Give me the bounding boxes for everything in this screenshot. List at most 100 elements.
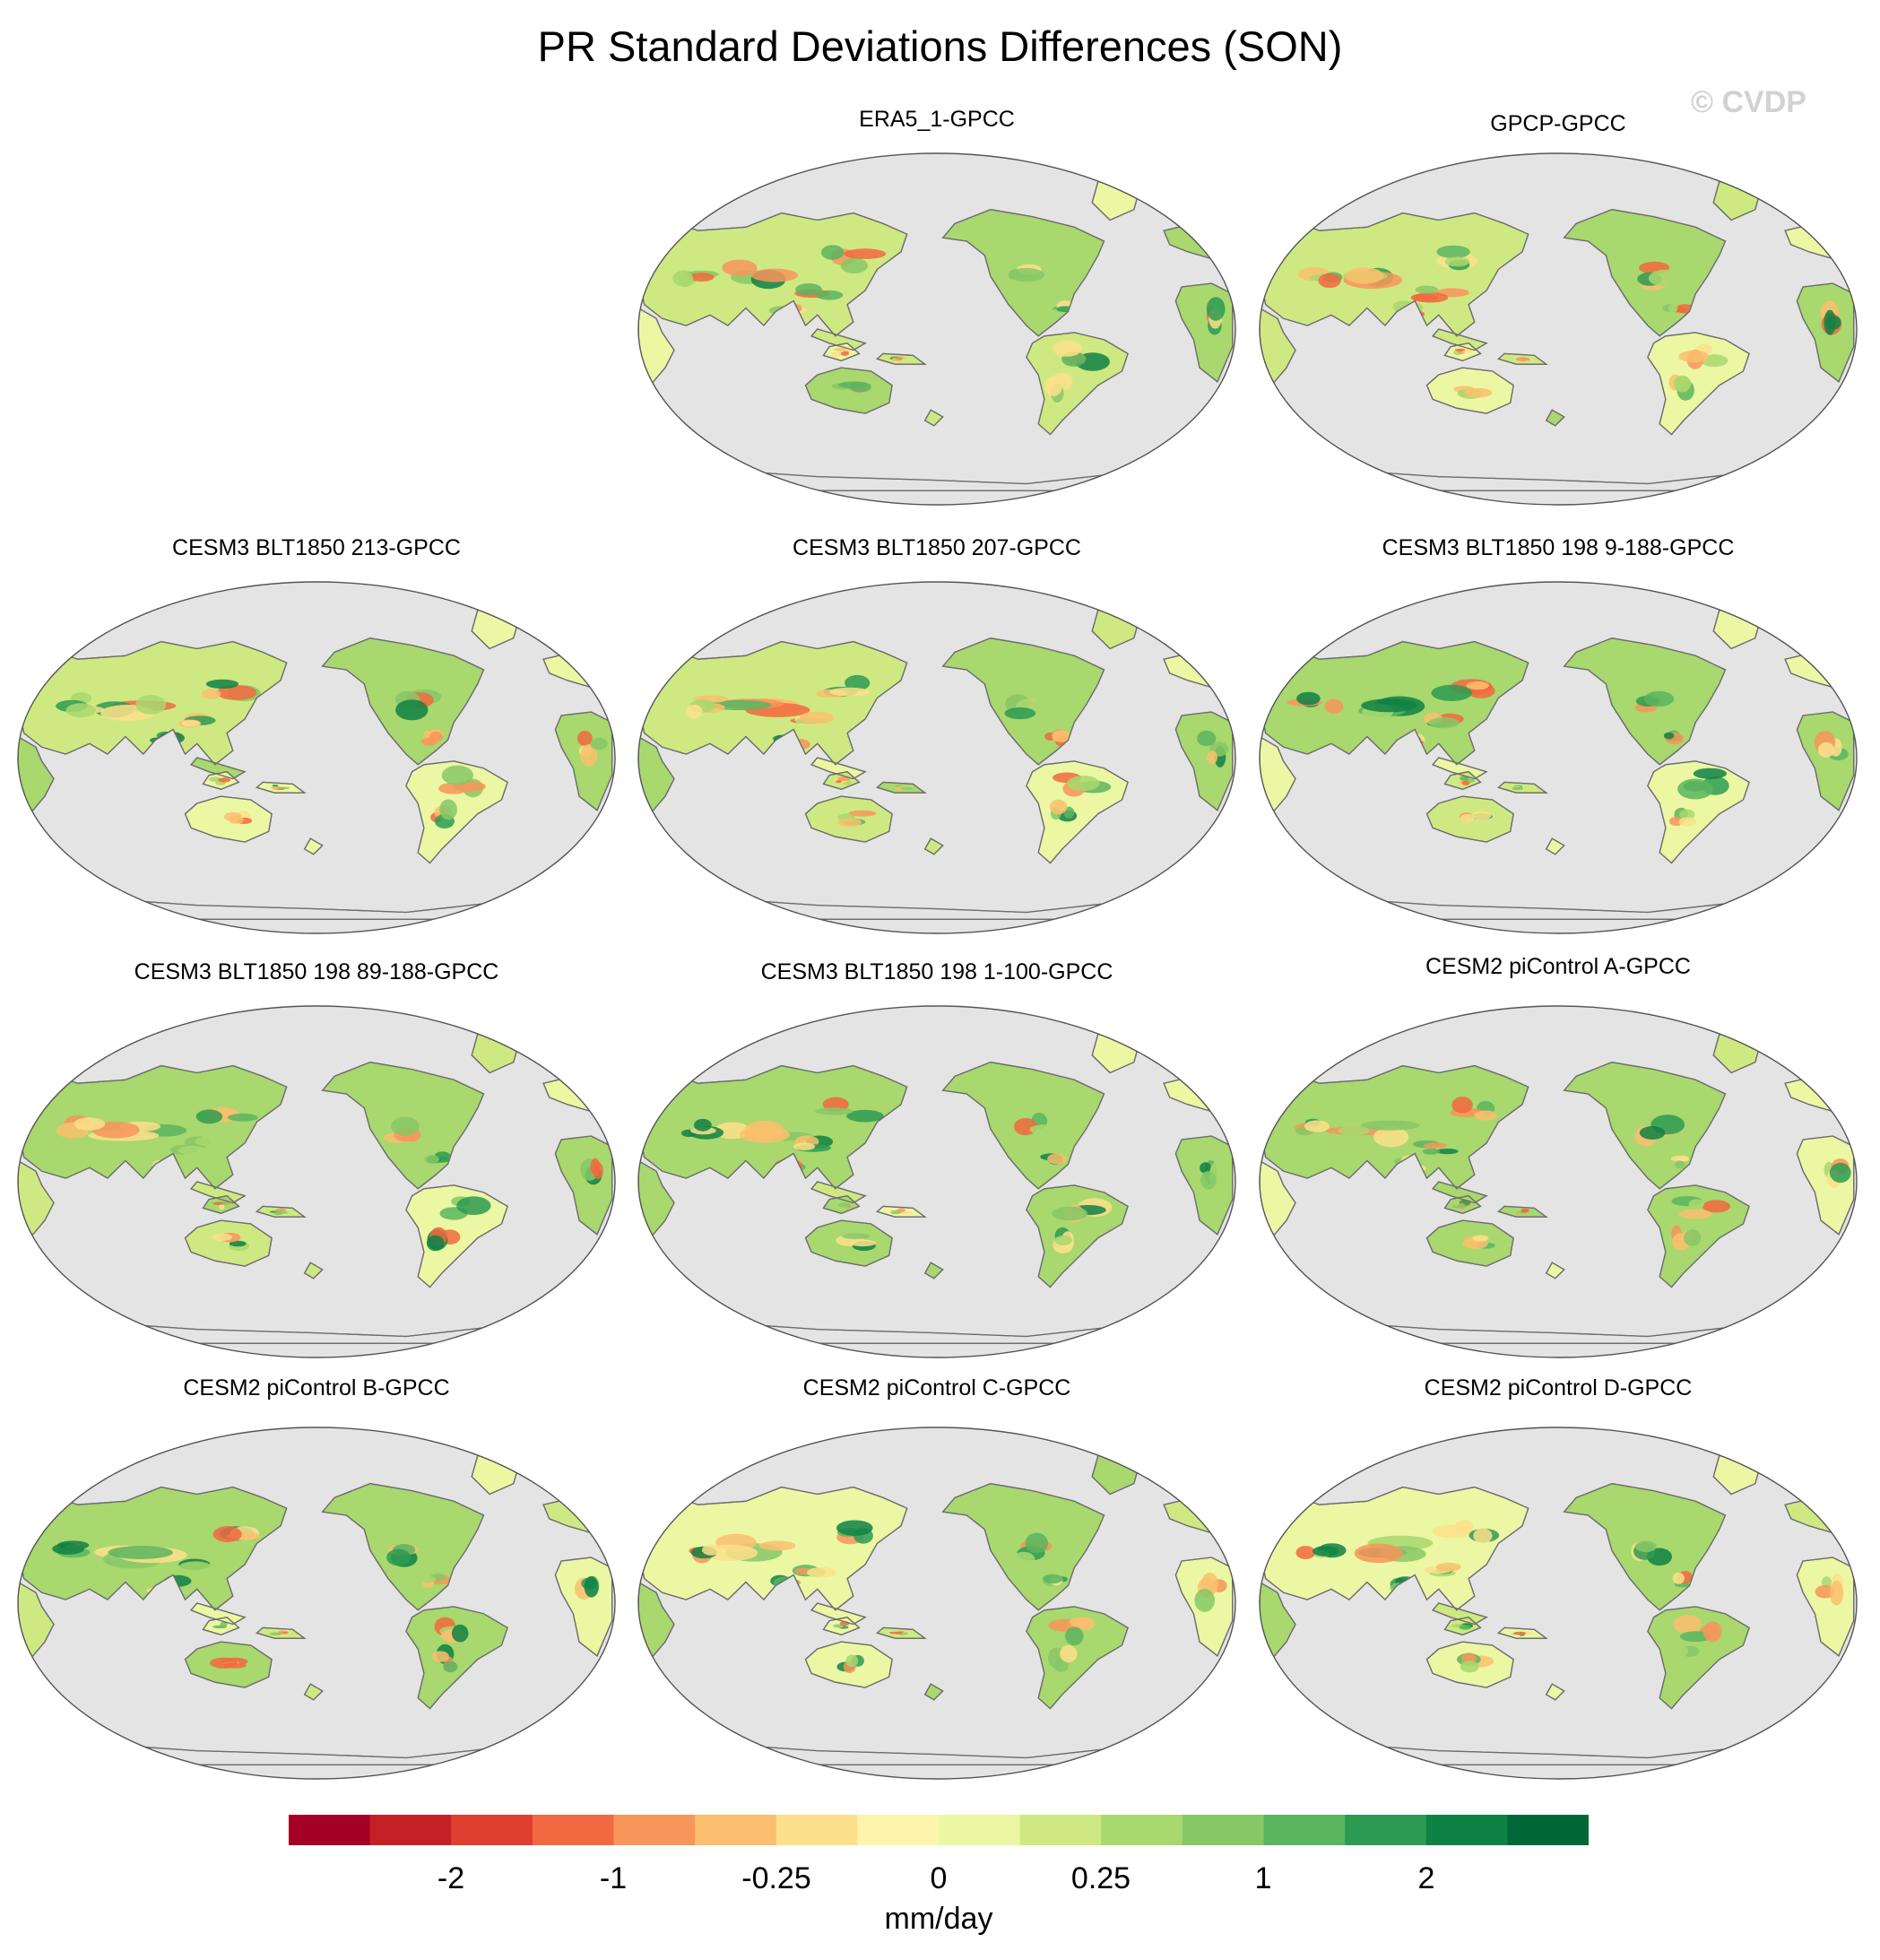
anomaly-patch (1676, 1155, 1689, 1161)
ocean-background (18, 582, 615, 933)
anomaly-patch (424, 1155, 439, 1164)
anomaly-patch (1474, 1110, 1497, 1121)
coastline (1796, 1557, 1855, 1657)
coastline (1425, 1219, 1514, 1267)
world-map (637, 152, 1236, 506)
anomaly-patch (1428, 717, 1460, 729)
world-map (1259, 581, 1858, 934)
coastline (941, 1062, 1105, 1190)
anomaly-patch (201, 689, 221, 699)
colorbar-tick-label: 2 (1417, 1861, 1435, 1895)
coastline (804, 1219, 893, 1267)
map-panel: CESM3 BLT1850 198 1-100-GPCC (628, 953, 1246, 1366)
anomaly-patch (438, 782, 469, 794)
coastline (876, 1626, 927, 1639)
coastline (923, 837, 944, 855)
ocean-background (18, 1006, 615, 1357)
coastline (941, 637, 1105, 766)
anomaly-patch (223, 811, 242, 821)
coastline (18, 1468, 288, 1611)
anomaly-patch (216, 685, 257, 700)
anomaly-patch (744, 1120, 784, 1140)
colorbar-tick-label: -2 (437, 1861, 465, 1895)
anomaly-patch (1643, 690, 1675, 707)
anomaly-patch (276, 786, 290, 789)
anomaly-patch (178, 1145, 206, 1156)
coastline (1432, 1602, 1488, 1626)
colorbar-swatch (451, 1815, 533, 1845)
map-panel: CESM3 BLT1850 198 89-188-GPCC (7, 953, 626, 1366)
anomaly-patch (1830, 1580, 1844, 1606)
anomaly-patch (1304, 1120, 1330, 1132)
coastline (1174, 711, 1234, 811)
anomaly-patch (1047, 1153, 1067, 1165)
coastline (1432, 757, 1488, 780)
anomaly-patch (815, 1107, 853, 1115)
coastline (202, 1195, 240, 1214)
anomaly-patch (1460, 813, 1475, 822)
anomaly-patch (1464, 387, 1493, 398)
coastline (190, 1602, 247, 1626)
anomaly-patch (837, 776, 851, 782)
anomaly-patch (429, 732, 443, 742)
anomaly-patch (829, 687, 870, 697)
colorbar-swatch (775, 1815, 858, 1845)
anomaly-patch (1324, 698, 1344, 714)
anomaly-patch (837, 818, 862, 828)
anomaly-patch (1009, 267, 1044, 282)
coastline (1026, 760, 1129, 864)
colorbar-swatch (1101, 1815, 1183, 1845)
colorbar-swatch (1507, 1815, 1589, 1845)
anomaly-patch (1361, 698, 1417, 713)
panel-title: GPCP-GPCC (1490, 111, 1626, 136)
coastline (923, 409, 944, 427)
coastline (1647, 760, 1750, 864)
anomaly-patch (1663, 732, 1675, 740)
colorbar-tick-label: 0 (930, 1861, 948, 1895)
colorbar-swatch (1345, 1815, 1427, 1845)
world-map (17, 1005, 616, 1358)
coastline (822, 771, 861, 790)
coastline (804, 367, 893, 414)
coastline (1026, 1606, 1129, 1710)
coastline (1443, 1195, 1482, 1214)
ocean-background (638, 1427, 1235, 1779)
map-border (1259, 1005, 1858, 1358)
anomaly-patch (1460, 1661, 1479, 1673)
anomaly-patch (273, 1211, 284, 1216)
coastline (876, 352, 927, 365)
panel-title: CESM2 piControl B-GPCC (183, 1375, 450, 1401)
coastline (1497, 352, 1548, 365)
colorbar-tick-label: 0.25 (1070, 1861, 1131, 1895)
anomaly-patch (1313, 1546, 1339, 1557)
anomaly-patch (1044, 376, 1062, 396)
world-map (17, 581, 616, 934)
colorbar-tick-label: 1 (1254, 1861, 1272, 1895)
anomaly-patch (1702, 1621, 1722, 1643)
anomaly-patch (391, 1116, 420, 1136)
coastline (1174, 1557, 1234, 1657)
ocean-background (638, 153, 1235, 505)
coastline (1443, 771, 1482, 790)
coastline (1545, 1683, 1565, 1701)
panel-title: CESM2 piControl C-GPCC (802, 1375, 1071, 1401)
map-panel: ERA5_1-GPCC (628, 100, 1246, 513)
anomaly-patch (896, 357, 903, 361)
coastline (638, 1046, 908, 1190)
coastline (303, 837, 324, 855)
coastline (1545, 1262, 1565, 1279)
anomaly-patch (1295, 1546, 1316, 1560)
anomaly-patch (1661, 1159, 1677, 1166)
coastline (202, 771, 240, 790)
anomaly-patch (195, 1109, 223, 1124)
anomaly-patch (1639, 1125, 1666, 1140)
ocean-background (18, 1427, 615, 1779)
ocean-background (1260, 582, 1857, 933)
anomaly-patch (1043, 1574, 1063, 1584)
anomaly-patch (439, 799, 457, 820)
anomaly-patch (833, 1624, 844, 1627)
anomaly-patch (678, 272, 694, 288)
anomaly-patch (1451, 1097, 1473, 1114)
world-map (637, 1427, 1236, 1780)
map-border (637, 1427, 1236, 1780)
